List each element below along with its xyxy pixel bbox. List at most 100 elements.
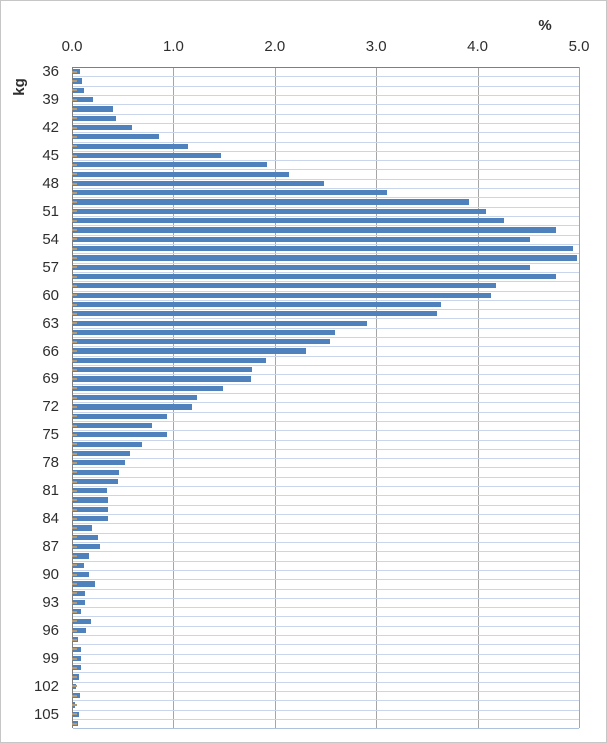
y-tick-label: 84: [42, 510, 59, 528]
y-tick-label: 75: [42, 426, 59, 444]
h-gridline: [73, 337, 579, 339]
y-tick-label: 60: [42, 286, 59, 304]
h-gridline: [73, 383, 579, 385]
category-tick: [72, 713, 77, 716]
plot-top-border: [72, 67, 579, 68]
category-tick: [72, 722, 77, 725]
category-tick: [72, 80, 77, 83]
category-tick: [72, 452, 77, 455]
h-gridline: [73, 663, 579, 665]
category-tick: [72, 247, 77, 250]
bar: [73, 134, 160, 140]
v-gridline: [274, 67, 276, 729]
category-tick: [72, 592, 77, 595]
category-tick: [72, 135, 77, 138]
category-tick: [72, 368, 77, 371]
h-gridline: [73, 392, 579, 394]
h-gridline: [73, 216, 579, 217]
bar: [73, 227, 556, 233]
bar: [73, 534, 99, 540]
bar: [73, 190, 388, 196]
h-gridline: [73, 262, 579, 264]
y-tick-label: 96: [42, 621, 59, 639]
bar: [73, 246, 573, 252]
bar: [73, 553, 90, 559]
h-gridline: [73, 197, 579, 199]
category-tick: [72, 89, 77, 92]
h-gridline: [73, 495, 579, 497]
category-tick: [72, 145, 77, 148]
bar: [73, 208, 486, 214]
bar: [73, 460, 125, 466]
h-gridline: [73, 253, 579, 255]
bar: [73, 665, 82, 671]
h-gridline: [73, 523, 579, 525]
bar: [73, 413, 168, 419]
h-gridline: [73, 141, 579, 143]
h-gridline: [73, 635, 579, 637]
y-tick-label: 51: [42, 202, 59, 220]
h-gridline: [73, 644, 579, 646]
h-gridline: [73, 188, 579, 190]
y-tick-label: 45: [42, 146, 59, 164]
y-tick-label: 69: [42, 370, 59, 388]
h-gridline: [73, 299, 579, 301]
h-gridline: [73, 94, 579, 96]
bar: [73, 590, 86, 596]
category-tick: [72, 434, 77, 436]
v-gridline: [376, 67, 378, 729]
category-tick: [72, 154, 77, 157]
h-gridline: [73, 113, 579, 115]
h-gridline: [73, 206, 579, 208]
h-gridline: [73, 700, 579, 702]
h-gridline: [73, 439, 579, 441]
y-tick-label: 90: [42, 566, 59, 584]
bar: [73, 544, 101, 550]
bar: [73, 385, 224, 391]
h-gridline: [73, 467, 579, 469]
category-tick: [72, 70, 77, 73]
category-tick: [72, 331, 77, 334]
bar: [73, 339, 330, 345]
bar: [73, 525, 93, 531]
bar: [73, 432, 168, 438]
category-tick: [72, 126, 77, 129]
bar: [73, 655, 82, 661]
h-gridline: [73, 579, 579, 581]
x-tick-label: 5.0: [568, 38, 590, 55]
bar: [73, 497, 109, 503]
h-gridline: [73, 327, 579, 329]
category-tick: [72, 666, 77, 669]
y-tick-label: 102: [33, 677, 59, 695]
bar: [73, 311, 438, 317]
h-gridline: [73, 309, 579, 311]
category-tick: [72, 266, 77, 269]
h-gridline: [73, 346, 579, 348]
x-tick-label: 2.0: [264, 38, 286, 55]
category-tick: [72, 210, 77, 213]
h-gridline: [73, 355, 579, 357]
h-gridline: [73, 569, 579, 571]
category-tick: [72, 536, 77, 539]
category-tick: [72, 443, 77, 446]
y-tick-label: 39: [42, 91, 59, 109]
category-tick: [72, 340, 77, 343]
h-gridline: [73, 504, 579, 506]
category-tick: [72, 620, 77, 623]
category-tick: [72, 480, 77, 483]
bar: [73, 348, 307, 354]
h-gridline: [73, 728, 579, 730]
x-tick-label: 3.0: [365, 38, 387, 55]
bar: [73, 599, 86, 606]
bar: [73, 171, 289, 177]
category-tick: [72, 312, 77, 315]
category-tick: [72, 406, 77, 409]
category-tick: [72, 657, 77, 660]
category-tick: [72, 182, 77, 185]
category-tick: [72, 508, 77, 511]
x-tick-label: 0.0: [61, 38, 83, 55]
y-tick-label: 48: [42, 174, 59, 192]
y-tick-label: 66: [42, 342, 59, 360]
bar: [73, 87, 85, 93]
bar: [73, 199, 470, 205]
